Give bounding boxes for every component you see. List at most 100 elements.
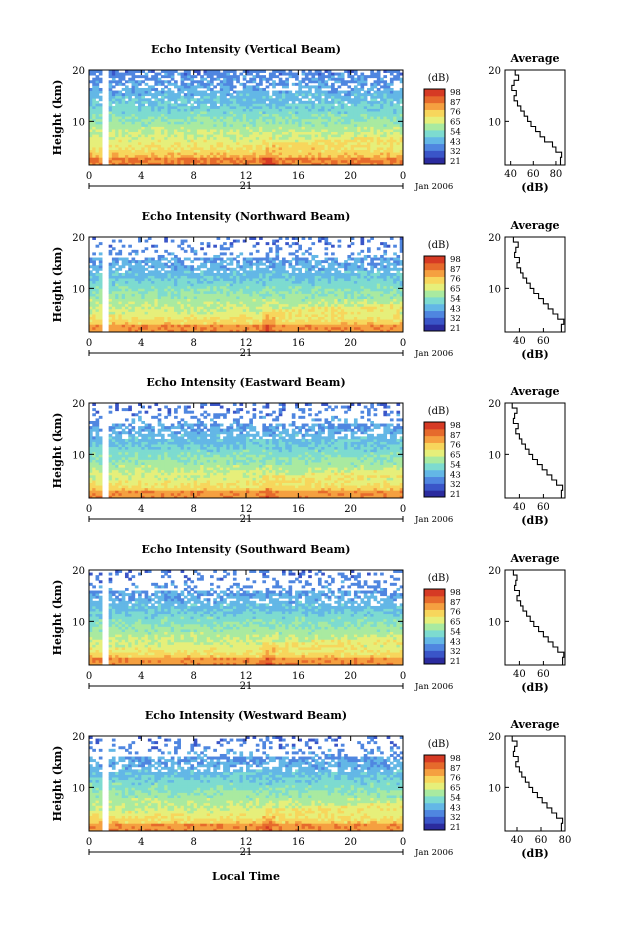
heatmap-cell — [223, 141, 227, 145]
heatmap-cell — [177, 293, 181, 297]
heatmap-cell — [340, 116, 345, 120]
heatmap-cell — [124, 129, 129, 133]
heatmap-cell — [141, 285, 145, 289]
heatmap-cell — [141, 324, 145, 328]
heatmap-cell — [213, 144, 217, 148]
heatmap-cell — [272, 283, 276, 287]
heatmap-cell — [380, 90, 384, 94]
heatmap-cell — [281, 70, 286, 73]
heatmap-cell — [196, 267, 201, 271]
heatmap-cell — [353, 157, 358, 161]
heatmap-cell — [288, 265, 293, 269]
heatmap-cell — [154, 105, 159, 109]
heatmap-cell — [295, 149, 299, 153]
heatmap-cell — [141, 149, 145, 153]
heatmap-cell — [229, 242, 234, 246]
heatmap-cell — [226, 105, 231, 109]
heatmap-cell — [134, 121, 139, 125]
heatmap-cell — [108, 139, 113, 143]
heatmap-cell — [331, 82, 335, 86]
heatmap-cell — [226, 278, 231, 282]
heatmap-cell — [229, 244, 234, 248]
heatmap-cell — [92, 154, 96, 158]
heatmap-cell — [259, 314, 263, 317]
heatmap-cell — [111, 85, 116, 89]
heatmap-cell — [314, 85, 319, 89]
heatmap-cell — [89, 136, 93, 140]
heatmap-cell — [118, 319, 123, 323]
heatmap-cell — [131, 272, 136, 276]
heatmap-cell — [281, 283, 286, 287]
heatmap-cell — [353, 100, 358, 104]
heatmap-cell — [216, 116, 221, 120]
heatmap-cell — [108, 90, 113, 94]
heatmap-cell — [357, 123, 361, 127]
heatmap-cell — [219, 82, 224, 86]
heatmap-cell — [131, 311, 136, 315]
heatmap-cell — [124, 85, 129, 89]
heatmap-cell — [376, 147, 381, 150]
heatmap-cell — [151, 144, 155, 148]
heatmap-cell — [121, 72, 126, 76]
heatmap-cell — [226, 272, 231, 276]
heatmap-cell — [229, 116, 234, 120]
heatmap-cell — [373, 144, 378, 148]
heatmap-cell — [278, 293, 283, 297]
heatmap-cell — [95, 329, 100, 333]
heatmap-cell — [232, 278, 237, 282]
heatmap-cell — [295, 131, 299, 135]
heatmap-cell — [95, 316, 100, 320]
heatmap-cell — [187, 136, 191, 140]
heatmap-cell — [331, 75, 335, 79]
heatmap-cell — [298, 129, 302, 133]
heatmap-cell — [226, 162, 231, 166]
heatmap-cell — [249, 147, 253, 150]
heatmap-cell — [259, 316, 263, 320]
heatmap-cell — [262, 154, 267, 158]
heatmap-cell — [262, 126, 267, 130]
heatmap-cell — [357, 103, 361, 107]
heatmap-cell — [268, 272, 273, 276]
heatmap-cell — [396, 113, 401, 117]
heatmap-cell — [134, 111, 139, 115]
heatmap-cell — [265, 111, 270, 115]
heatmap-cell — [386, 121, 391, 125]
heatmap-cell — [344, 118, 348, 122]
heatmap-cell — [128, 152, 132, 156]
heatmap-cell — [131, 141, 136, 145]
heatmap-cell — [213, 113, 217, 117]
heatmap-cell — [89, 265, 93, 269]
heatmap-cell — [301, 100, 306, 104]
heatmap-cell — [193, 298, 198, 302]
heatmap-cell — [317, 144, 322, 148]
heatmap-cell — [89, 301, 93, 305]
heatmap-cell — [265, 278, 270, 282]
heatmap-cell — [353, 108, 358, 112]
heatmap-cell — [275, 301, 280, 305]
heatmap-cell — [154, 275, 159, 279]
heatmap-cell — [154, 80, 159, 84]
heatmap-cell — [242, 288, 247, 292]
heatmap-cell — [174, 116, 178, 120]
heatmap-cell — [98, 77, 103, 81]
heatmap-cell — [239, 283, 244, 287]
heatmap-cell — [376, 144, 381, 148]
heatmap-cell — [357, 131, 361, 135]
heatmap-cell — [196, 70, 201, 73]
heatmap-cell — [151, 149, 155, 153]
heatmap-cell — [167, 296, 172, 300]
heatmap-cell — [232, 116, 237, 120]
heatmap-cell — [134, 157, 139, 161]
heatmap-cell — [232, 280, 237, 284]
heatmap-cell — [177, 316, 181, 320]
heatmap-cell — [213, 72, 217, 76]
heatmap-cell — [226, 321, 231, 325]
heatmap-cell — [219, 278, 224, 282]
heatmap-cell — [141, 134, 145, 138]
heatmap-cell — [124, 93, 129, 97]
heatmap-cell — [131, 293, 136, 297]
heatmap-cell — [128, 280, 132, 284]
heatmap-cell — [357, 90, 361, 94]
heatmap-cell — [216, 98, 221, 102]
heatmap-cell — [147, 147, 152, 150]
